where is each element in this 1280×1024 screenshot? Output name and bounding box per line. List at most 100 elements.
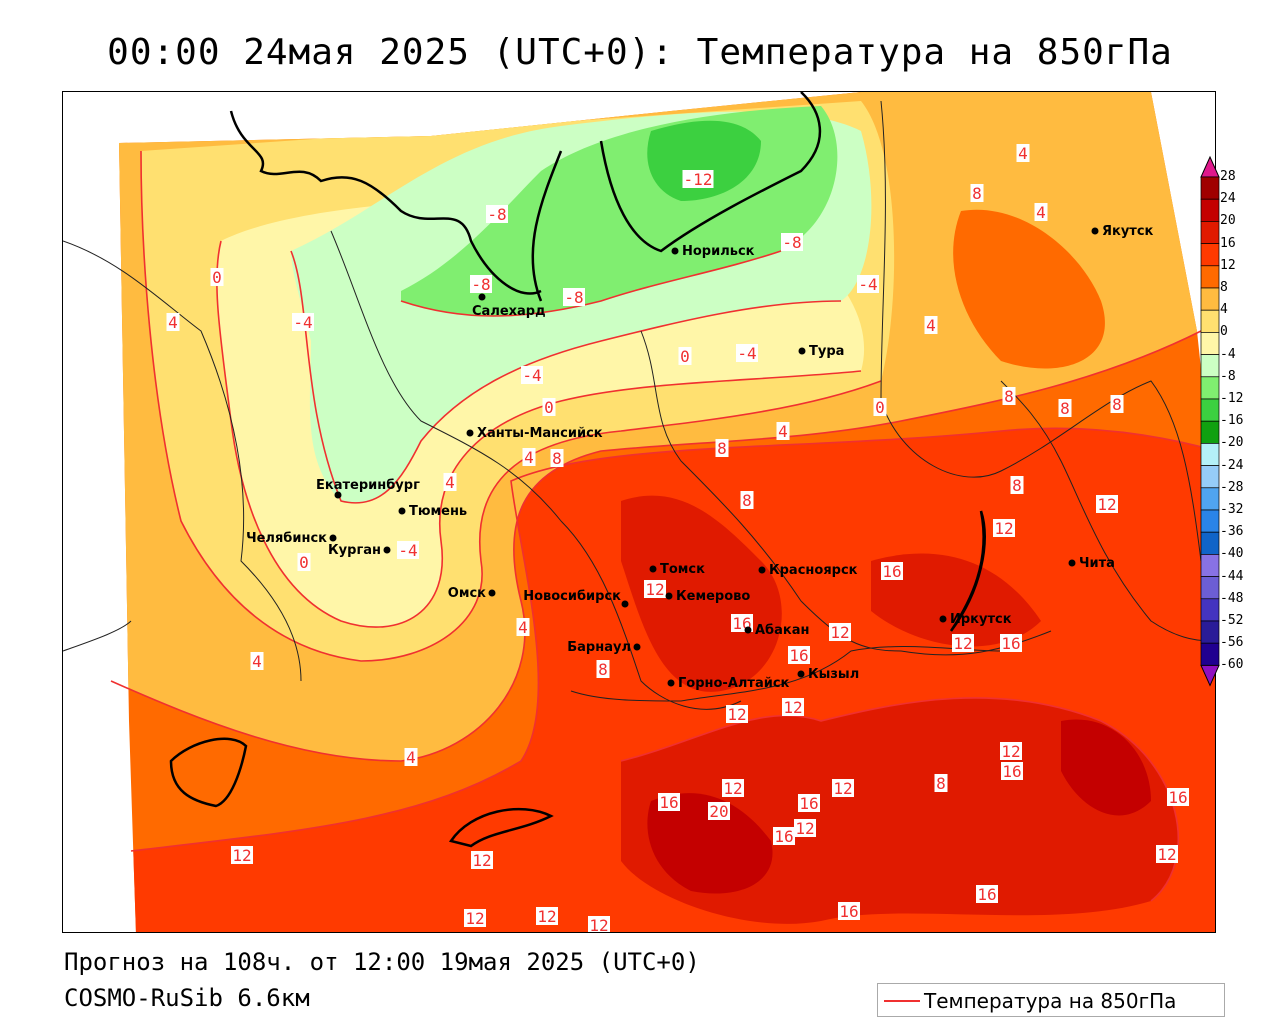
- colorbar-bottom-arrow: [1200, 664, 1220, 687]
- city-label: Кызыл: [808, 667, 859, 682]
- city-marker: [633, 643, 641, 651]
- colorbar-swatch: [1200, 509, 1220, 533]
- contour-label: -4: [522, 366, 541, 385]
- zone-m16-m12: [647, 120, 761, 201]
- coastlines: [169, 92, 986, 848]
- colorbar-tick: -60: [1220, 657, 1244, 673]
- contour-label-bg: [1167, 788, 1189, 806]
- colorbar-tick: -44: [1220, 568, 1244, 584]
- colorbar-tick: 4: [1220, 302, 1228, 318]
- colorbar-swatch: [1200, 642, 1220, 666]
- city-label: Красноярск: [769, 563, 858, 578]
- city-marker: [671, 247, 679, 255]
- contour-label: -8: [782, 233, 801, 252]
- contour-label-bg: [563, 288, 585, 306]
- city-marker: [621, 600, 629, 608]
- contour-label-bg: [1156, 845, 1178, 863]
- contour-label: 16: [977, 885, 996, 904]
- city-label: Салехард: [472, 304, 546, 319]
- colorbar-tick: -16: [1220, 413, 1244, 429]
- contour-label-bg: [596, 660, 610, 678]
- colorbar-swatch: [1200, 598, 1220, 622]
- contour-label-bg: [588, 916, 610, 932]
- city-label: Курган: [328, 543, 381, 558]
- contour-label-bg: [521, 366, 543, 384]
- contour-label: 12: [589, 916, 608, 933]
- contour-label: 12: [994, 519, 1013, 538]
- contour-label: 4: [445, 473, 455, 492]
- colorbar-swatch: [1200, 198, 1220, 222]
- city-label: Барнаул: [567, 640, 631, 655]
- colorbar: 28 24 20 16 12 8 4 0 -4 -8 -12 -16 -20 -24 -28 -32 -36 -4…: [1200, 155, 1280, 695]
- contour-label-bg: [210, 268, 224, 286]
- colorbar-tick: -4: [1220, 346, 1236, 362]
- colorbar-tick: 12: [1220, 257, 1236, 273]
- contour-label: 12: [1097, 495, 1116, 514]
- colorbar-swatch: [1200, 176, 1220, 200]
- contour-label-bg: [166, 313, 180, 331]
- contour-label-bg: [924, 316, 938, 334]
- contour-label: 8: [936, 774, 946, 793]
- contour-label: 8: [1012, 476, 1022, 495]
- contour-label: -4: [293, 313, 312, 332]
- contour-label-bg: [470, 275, 492, 293]
- contour-label-bg: [782, 698, 804, 716]
- city-marker: [649, 565, 657, 573]
- contour-label: 16: [1001, 634, 1020, 653]
- contour-label-bg: [397, 541, 419, 559]
- contour-label-bg: [776, 422, 790, 440]
- colorbar-swatch: [1200, 376, 1220, 400]
- contour-label-bg: [736, 344, 758, 362]
- contour-label: 12: [723, 779, 742, 798]
- city-marker: [1091, 227, 1099, 235]
- city-label: Омск: [448, 586, 486, 601]
- city-label: Челябинск: [246, 531, 327, 546]
- contour-label-bg: [658, 793, 680, 811]
- contour-label-bg: [722, 779, 744, 797]
- contour-label-bg: [976, 885, 998, 903]
- contour-label-bg: [970, 184, 984, 202]
- contour-label: 8: [742, 491, 752, 510]
- contour-label-bg: [1096, 495, 1118, 513]
- city-label: Кемерово: [676, 589, 750, 604]
- contour-label: 16: [882, 562, 901, 581]
- city-label: Чита: [1079, 556, 1115, 571]
- city-label: Норильск: [682, 244, 755, 259]
- contour-label-bg: [838, 902, 860, 920]
- contour-label: 4: [406, 748, 416, 767]
- colorbar-swatch: [1200, 398, 1220, 422]
- contour-label: 4: [926, 316, 936, 335]
- contour-label: 16: [839, 902, 858, 921]
- contour-label: 8: [598, 660, 608, 679]
- zone-16-20-b: [621, 495, 782, 692]
- contour-label: -12: [684, 170, 713, 189]
- colorbar-swatch: [1200, 332, 1220, 355]
- city-marker: [478, 293, 486, 301]
- colorbar-tick: 28: [1220, 169, 1236, 184]
- colorbar-tick: -8: [1220, 368, 1236, 384]
- colorbar-tick: 24: [1220, 191, 1236, 207]
- contour-label: 16: [774, 827, 793, 846]
- contour-label-bg: [715, 439, 729, 457]
- contour-label-bg: [486, 205, 508, 223]
- contour-label: 0: [680, 347, 690, 366]
- contour-label: 12: [830, 623, 849, 642]
- contour-label: 8: [972, 184, 982, 203]
- city-label: Иркутск: [950, 612, 1012, 627]
- colorbar-tick: -12: [1220, 391, 1244, 406]
- contour-label-bg: [881, 562, 903, 580]
- colorbar-swatch: [1200, 243, 1220, 267]
- cities: Якутск Норильск Салехард Тура Ханты-Мансийск…: [246, 224, 1153, 691]
- contour-label: 12: [472, 851, 491, 870]
- city-label: Якутск: [1102, 224, 1154, 239]
- contour-label-bg: [1058, 399, 1072, 417]
- contour-label: 16: [789, 646, 808, 665]
- admin-borders: [63, 100, 1215, 710]
- zone-20-24-b: [1061, 719, 1151, 816]
- contour-label-bg: [1016, 144, 1030, 162]
- contour-label: 8: [1112, 395, 1122, 414]
- contour-label: -8: [471, 275, 490, 294]
- city-marker: [798, 347, 806, 355]
